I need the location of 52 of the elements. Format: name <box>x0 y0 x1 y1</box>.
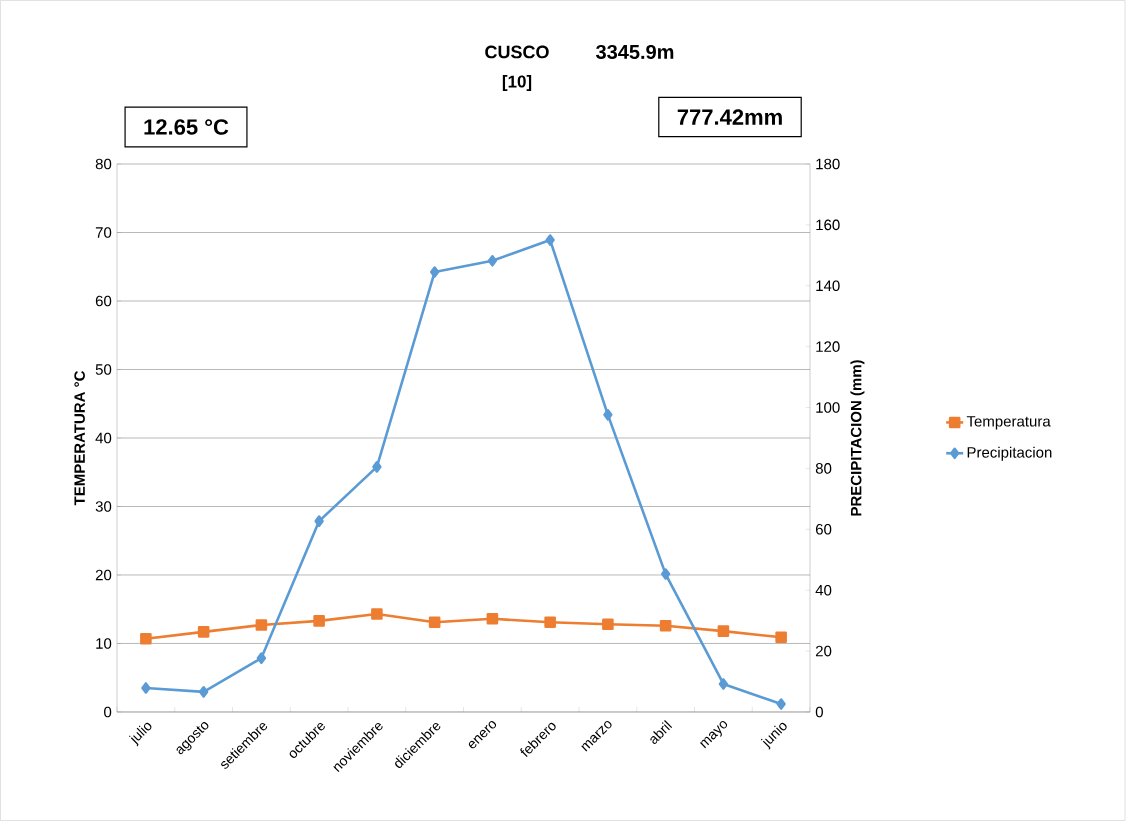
point <box>659 619 672 632</box>
y-tick-label: 80 <box>95 158 112 170</box>
point <box>545 234 555 246</box>
y2-tick-label: 180 <box>816 158 840 170</box>
text: 777.42mm <box>677 109 782 125</box>
point <box>486 613 499 625</box>
y-tick-label: 60 <box>95 295 112 307</box>
y2-tick-label: 80 <box>815 463 832 474</box>
point <box>776 698 786 710</box>
y-tick-label: 50 <box>95 364 112 375</box>
legend-label: Precipitacion <box>967 446 1052 461</box>
point <box>718 678 729 690</box>
point <box>487 255 498 267</box>
y-tick-label: 0 <box>104 706 112 718</box>
y2-tick-label: 40 <box>815 584 832 596</box>
point <box>372 461 382 473</box>
y2-tick-label: 120 <box>816 341 840 352</box>
y2-tick-label: 160 <box>816 219 840 231</box>
point <box>603 409 613 421</box>
point <box>198 686 209 698</box>
point <box>255 619 268 631</box>
point <box>428 616 441 629</box>
y-tick-label: 40 <box>95 432 112 444</box>
text: 12.65 °C <box>144 119 229 135</box>
y-tick-label: 30 <box>95 501 112 512</box>
point <box>775 631 787 644</box>
point <box>429 266 440 278</box>
y2-tick-label: 100 <box>816 402 840 413</box>
chart-subtitle: [10] <box>502 75 532 91</box>
point <box>660 568 671 580</box>
point <box>371 608 383 620</box>
y-tick-label: 10 <box>96 638 112 649</box>
point <box>140 632 152 645</box>
point <box>256 652 267 664</box>
y2-tick-label: 20 <box>815 645 832 657</box>
text: 3345.9m <box>595 44 674 60</box>
legend-label: Temperatura <box>966 416 1051 430</box>
y-tick-label: 70 <box>95 227 112 238</box>
y-tick-label: 20 <box>95 569 112 581</box>
point <box>141 682 151 694</box>
y2-tick-label: 140 <box>816 280 840 292</box>
y2-tick-label: 0 <box>815 706 823 718</box>
point <box>314 515 324 527</box>
chart-title: CUSCO <box>485 45 549 59</box>
point <box>544 616 556 629</box>
y-axis-title: TEMPERATURA °C <box>74 370 85 506</box>
point <box>602 618 614 631</box>
y2-tick-label: 60 <box>815 524 832 535</box>
y2-axis-title: PRECIPITACION (mm) <box>850 360 865 516</box>
point <box>197 626 210 638</box>
point <box>717 625 730 637</box>
point <box>313 615 325 627</box>
